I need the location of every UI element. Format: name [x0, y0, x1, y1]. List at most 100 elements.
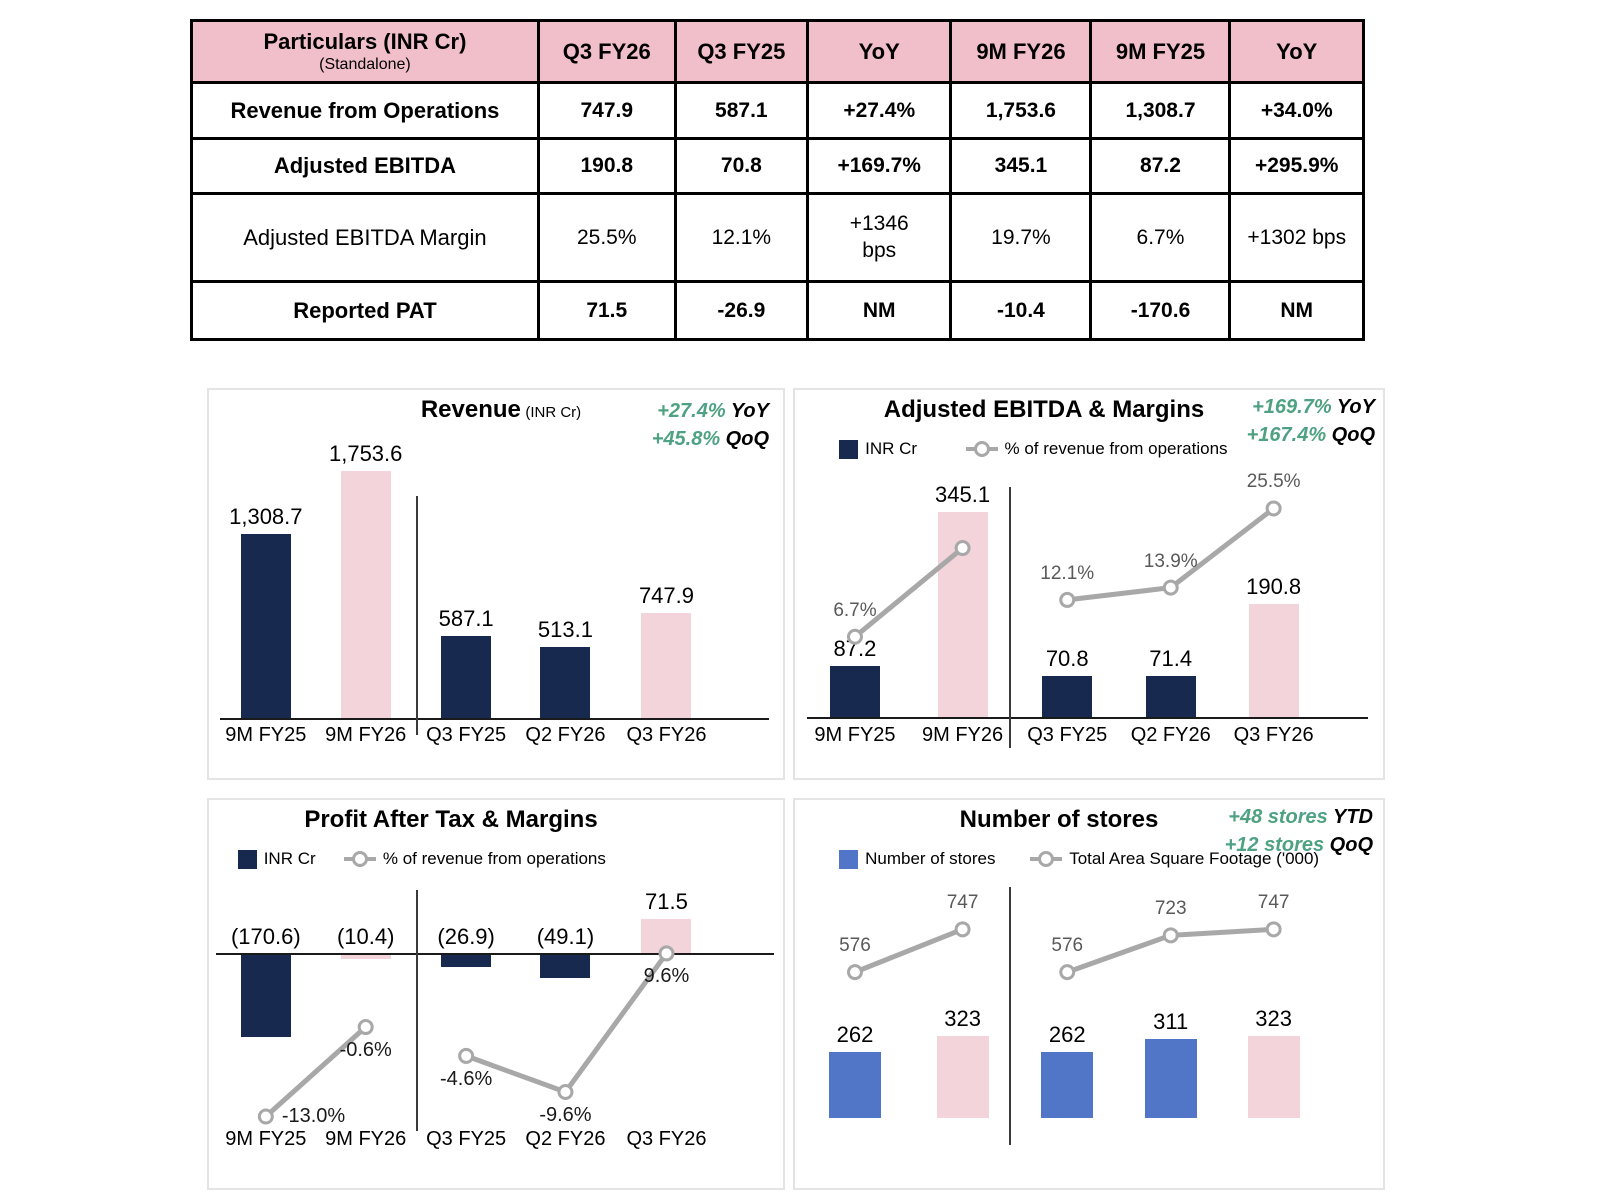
particulars-subtitle: (Standalone)	[319, 56, 411, 73]
bar	[340, 954, 391, 960]
stores-chart-panel: Number of stores +48 stores YTD +12 store…	[793, 798, 1385, 1190]
bar	[240, 533, 291, 720]
axis-line	[806, 717, 1369, 720]
table-header-particulars: Particulars (INR Cr) (Standalone)	[190, 19, 540, 84]
cell-text: 190.8	[580, 154, 634, 177]
table-cell-value: -10.4	[949, 280, 1093, 341]
cell-text: +34.0%	[1260, 98, 1333, 122]
line-marker	[954, 921, 971, 938]
chart-title: Revenue (INR Cr)	[219, 396, 783, 424]
table-cell-value: 190.8	[536, 137, 677, 195]
table-row: Adjusted EBITDA Margin 25.5% 12.1% +1346 bp…	[190, 192, 1365, 283]
line-marker	[1162, 579, 1179, 596]
annotation-value: +27.4%	[657, 400, 726, 422]
table-cell-value: 12.1%	[673, 192, 810, 283]
category-label: 9M FY25	[225, 1127, 307, 1150]
legend-label: Total Area Square Footage ('000)	[1069, 849, 1320, 868]
table-cell-value: 345.1	[949, 137, 1093, 195]
cell-text: 19.7%	[991, 225, 1051, 249]
table-cell-value: +1346 bps	[806, 192, 953, 283]
pat-chart-panel: Profit After Tax & Margins INR Cr % of re…	[207, 798, 785, 1190]
annotation-row: +27.4% YoY	[652, 398, 769, 426]
table-cell-value: +295.9%	[1228, 137, 1365, 195]
chart-plot: (170.6) (10.4) (26.9) (49.1) 71.5 9M FY25 9M F…	[209, 800, 783, 1188]
bar	[441, 636, 492, 720]
axis-line	[215, 953, 775, 956]
bar	[828, 1051, 881, 1119]
line-marker	[257, 1108, 274, 1125]
bar	[240, 954, 291, 1037]
bar	[1144, 1039, 1197, 1119]
marker-value-label: 747	[946, 892, 979, 914]
table-cell-value: NM	[1228, 280, 1365, 341]
table-cell-value: 87.2	[1089, 137, 1232, 195]
bar-value-label: 587.1	[438, 606, 494, 632]
bar-value-label: 70.8	[1045, 645, 1089, 671]
bar	[829, 666, 880, 719]
marker-value-label: 723	[1154, 898, 1187, 920]
category-label: Q2 FY26	[525, 1127, 606, 1150]
chart-title-text: Revenue	[420, 396, 521, 423]
marker-value-label: 9.6%	[643, 965, 690, 988]
cell-text: 1,308.7	[1125, 98, 1196, 122]
annotation-value: +169.7%	[1252, 396, 1332, 418]
chart-plot: 262 323 262 311 323 576 747 576 723 747	[795, 800, 1383, 1188]
annotation-value: +167.4%	[1246, 424, 1327, 446]
cell-text: NM	[1280, 298, 1314, 322]
cell-text: 70.8	[720, 154, 762, 177]
bar-value-label: 1,308.7	[229, 503, 303, 529]
cell-text: +1302 bps	[1247, 225, 1347, 249]
table-cell-value: 25.5%	[536, 192, 677, 283]
legend-item: Number of stores	[839, 848, 995, 870]
bar-value-label: 513.1	[537, 616, 593, 642]
table-header-cell: Q3 FY26	[536, 19, 677, 84]
ebitda-chart-panel: Adjusted EBITDA & Margins +169.7% YoY +16…	[793, 388, 1385, 780]
annotation-row: +167.4% QoQ	[1247, 422, 1375, 450]
category-label: Q3 FY25	[426, 1127, 507, 1150]
bar-value-label: 71.5	[645, 889, 688, 915]
marker-value-label: 25.5%	[1246, 471, 1301, 493]
line-marker	[458, 1047, 475, 1064]
group-divider-line	[1008, 487, 1011, 749]
table-header-cell: 9M FY26	[949, 19, 1093, 84]
bar	[540, 954, 591, 978]
margin-line-series	[257, 945, 675, 1125]
legend-label: % of revenue from operations	[1004, 439, 1228, 458]
cell-text: 1,753.6	[985, 98, 1056, 122]
annotation-suffix: YoY	[1331, 396, 1375, 418]
margin-line-series	[846, 500, 1282, 645]
legend-label: INR Cr	[263, 849, 316, 868]
table-header-cell: Q3 FY25	[673, 19, 810, 84]
table-row-label: Adjusted EBITDA	[190, 137, 540, 195]
chart-title-text: Profit After Tax & Margins	[304, 806, 598, 833]
bar-value-label: 71.4	[1149, 645, 1193, 671]
table-cell-value: 6.7%	[1089, 192, 1232, 283]
bar-value-label: (49.1)	[536, 924, 595, 950]
line-marker	[1162, 927, 1179, 944]
marker-value-label: 12.1%	[1040, 562, 1095, 584]
annotation-suffix: QoQ	[1324, 834, 1373, 856]
legend-bar-swatch	[237, 849, 257, 869]
line-marker	[1059, 964, 1076, 981]
legend-line-marker	[351, 851, 368, 867]
category-label: 9M FY25	[814, 724, 896, 747]
cell-text: +295.9%	[1254, 154, 1339, 177]
table-cell-value: NM	[806, 280, 953, 341]
cell-text: 6.7%	[1136, 225, 1185, 249]
category-label: Q3 FY26	[626, 724, 707, 747]
legend-item: INR Cr	[839, 438, 917, 460]
line-marker	[658, 945, 675, 962]
category-label: Q3 FY25	[1027, 724, 1108, 747]
marker-value-label: -13.0%	[281, 1104, 346, 1127]
bar-value-label: 262	[836, 1021, 874, 1047]
table-cell-value: -26.9	[673, 280, 810, 341]
chart-title: Adjusted EBITDA & Margins	[705, 396, 1383, 424]
bar-value-label: 262	[1048, 1021, 1086, 1047]
category-label: Q3 FY25	[426, 724, 507, 747]
legend-line-swatch	[1030, 850, 1063, 868]
chart-plot: 1,308.7 1,753.6 587.1 513.1 747.9 9M FY25 9M F…	[209, 390, 783, 778]
bar	[340, 470, 391, 720]
table-header-cell: YoY	[1228, 19, 1365, 84]
legend-line-marker	[973, 441, 990, 457]
